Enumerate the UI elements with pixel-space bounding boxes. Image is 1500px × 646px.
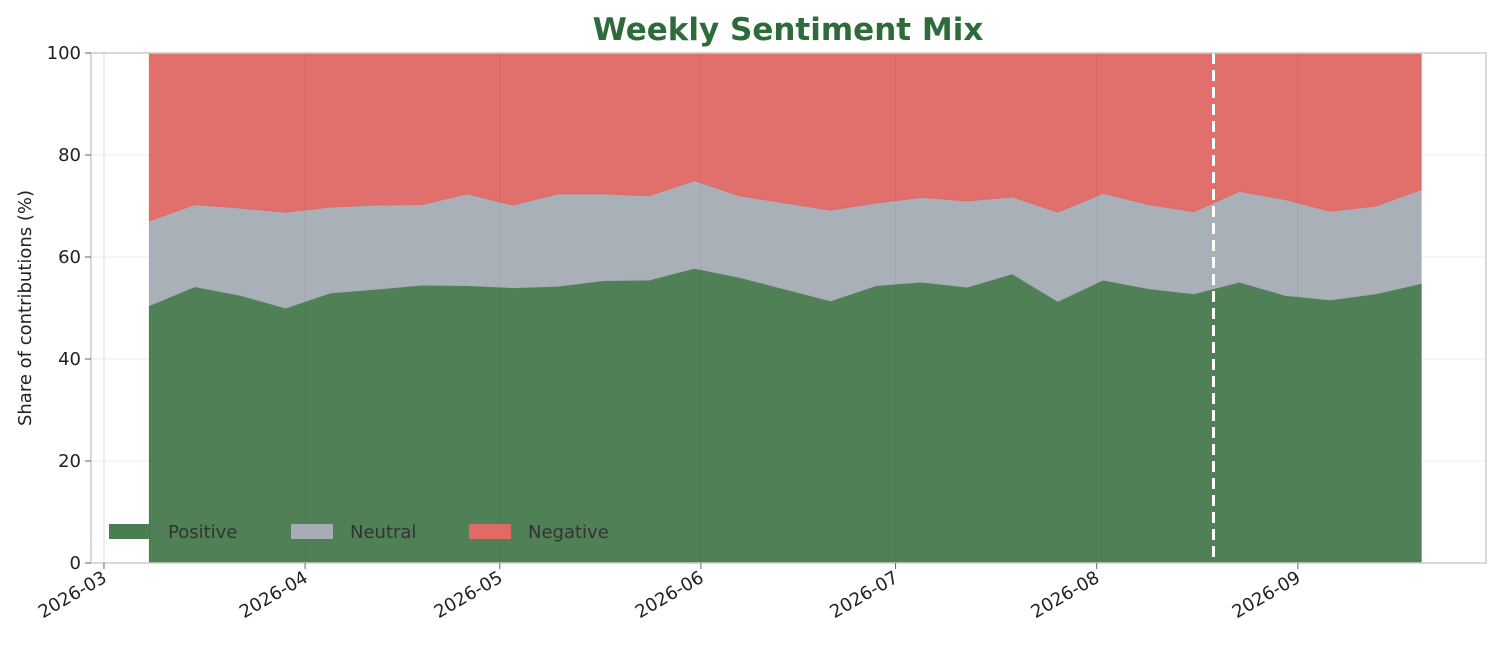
y-tick-label: 40	[58, 349, 81, 370]
y-tick-label: 0	[70, 553, 81, 574]
area-layer	[103, 52, 1422, 564]
legend-label-neutral: Neutral	[350, 522, 416, 543]
plot-frame	[90, 52, 1487, 564]
y-tick-label: 100	[47, 43, 81, 64]
legend-label-positive: Positive	[168, 522, 237, 543]
y-axis-label: Share of contributions (%)	[15, 190, 36, 426]
y-tick-label: 60	[58, 247, 81, 268]
y-tick-label: 80	[58, 145, 81, 166]
area-positive	[148, 267, 1422, 564]
legend-swatch-positive	[109, 524, 151, 539]
legend-swatch-neutral	[291, 524, 333, 539]
legend-swatch-negative	[469, 524, 511, 539]
legend-label-negative: Negative	[528, 522, 609, 543]
area-negative	[148, 52, 1422, 222]
chart-title: Weekly Sentiment Mix	[593, 12, 984, 48]
y-ticks: 0 20 40 60 80 100	[47, 43, 91, 574]
legend: Positive Neutral Negative	[109, 522, 609, 543]
y-tick-label: 20	[58, 451, 81, 472]
